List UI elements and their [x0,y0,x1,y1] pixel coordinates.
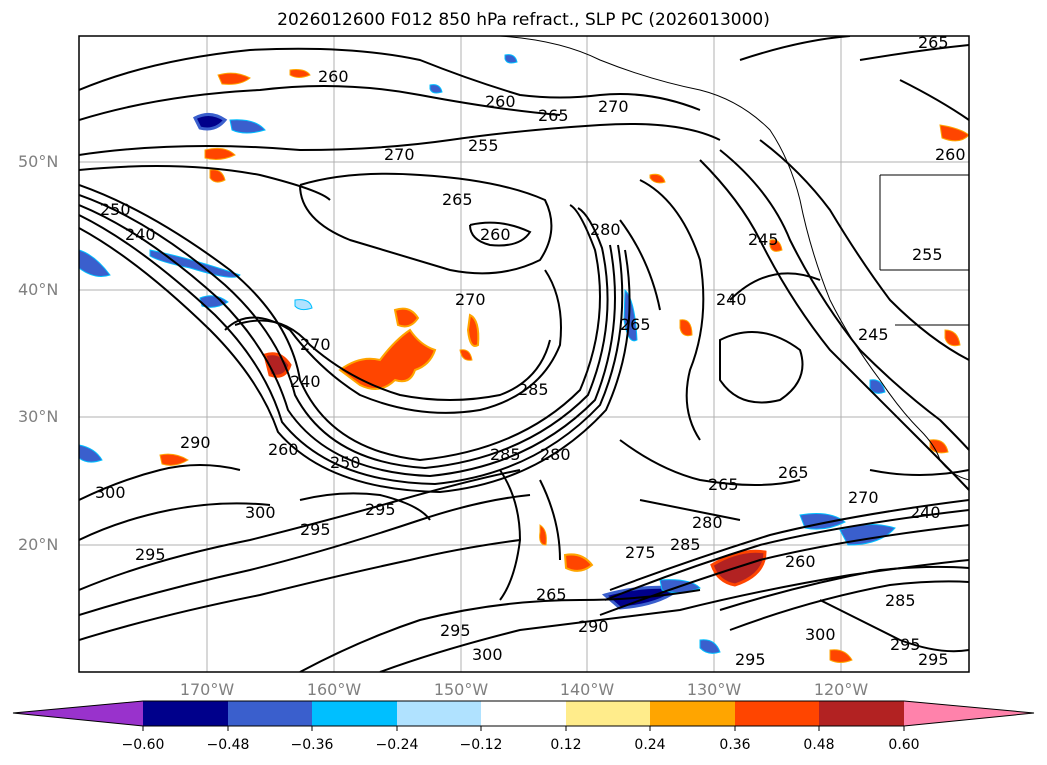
slp-contour-lines [79,36,969,672]
lat-label-20n: 20°N [18,535,59,554]
colorbar-segment [650,701,735,726]
contour-label: 285 [490,445,521,464]
contour-label: 285 [518,380,549,399]
contour-label: 250 [100,200,131,219]
contour-label: 240 [125,225,156,244]
colorbar-segment [312,701,397,726]
contour-label: 295 [890,635,921,654]
colorbar-segment [228,701,312,726]
lon-label-140w: 140°W [559,680,615,699]
colorbar-segment [566,701,650,726]
contour-label: 245 [858,325,889,344]
colorbar-segment [481,701,566,726]
contour-label: 280 [540,445,571,464]
contour-label: 255 [468,136,499,155]
lat-label-50n: 50°N [18,152,59,171]
contour-label: 295 [365,500,396,519]
contour-label: 265 [918,33,949,52]
lon-label-170w: 170°W [179,680,235,699]
contour-label: 265 [708,475,739,494]
colorbar-tick-label: 0.36 [719,737,751,753]
coastline [499,36,969,481]
contour-label: 295 [300,520,331,539]
contour-label-group: 265 260 265 270 260 255 270 265 260 280 … [95,33,966,669]
contour-label: 285 [885,591,916,610]
colorbar-segment [13,701,143,726]
lat-label-40n: 40°N [18,280,59,299]
contour-label: 300 [472,645,503,664]
map-title: 2026012600 F012 850 hPa refract., SLP PC… [277,10,770,30]
colorbar-tick-label: 0.12 [550,737,582,753]
lon-label-130w: 130°W [686,680,742,699]
colorbar-tick-label: −0.48 [206,737,250,753]
lon-label-150w: 150°W [433,680,489,699]
contour-label: 270 [300,335,331,354]
colorbar-segment [819,701,904,726]
colorbar-segment [735,701,819,726]
contour-label: 285 [670,535,701,554]
contour-label: 265 [778,463,809,482]
contour-label: 280 [692,513,723,532]
colorbar-segment [143,701,228,726]
contour-label: 295 [440,621,471,640]
contour-label: 245 [748,230,779,249]
contour-label: 260 [785,552,816,571]
colorbar-tick-label: −0.24 [375,737,419,753]
contour-label: 260 [480,225,511,244]
contour-label: 260 [318,67,349,86]
contour-label: 265 [538,106,569,125]
colorbar-segment [397,701,481,726]
contour-label: 260 [485,92,516,111]
contour-label: 255 [912,245,943,264]
contour-label: 280 [590,220,621,239]
contour-label: 295 [735,650,766,669]
contour-label: 270 [384,145,415,164]
colorbar-tick-label: 0.60 [888,737,920,753]
colorbar-segment [904,701,1034,726]
colorbar-tick-label: −0.60 [121,737,165,753]
contour-label: 240 [716,290,747,309]
contour-label: 295 [135,545,166,564]
contour-label: 260 [268,440,299,459]
contour-label: 300 [95,483,126,502]
contour-label: 300 [245,503,276,522]
contour-label: 260 [935,145,966,164]
contour-label: 270 [455,290,486,309]
colorbar-tick-label: −0.36 [290,737,334,753]
contour-label: 290 [578,617,609,636]
map-frame [78,35,970,673]
contour-label: 270 [598,97,629,116]
lon-label-160w: 160°W [306,680,362,699]
colorbar-tick-label: −0.12 [459,737,503,753]
colorbar-tick-label: 0.24 [634,737,666,753]
contour-label: 250 [330,453,361,472]
map-plot-area: 265 260 265 270 260 255 270 265 260 280 … [79,33,969,672]
contour-label: 270 [848,488,879,507]
contour-label: 265 [442,190,473,209]
colorbar-tick-label: 0.48 [803,737,835,753]
contour-label: 265 [536,585,567,604]
refractivity-fill-patches [79,54,969,663]
contour-label: 295 [918,650,949,669]
lat-label-30n: 30°N [18,407,59,426]
colorbar [12,700,1035,731]
contour-label: 265 [620,315,651,334]
contour-label: 300 [805,625,836,644]
contour-label: 240 [290,372,321,391]
contour-label: 240 [910,503,941,522]
lon-label-120w: 120°W [813,680,869,699]
contour-label: 290 [180,433,211,452]
contour-label: 275 [625,543,656,562]
